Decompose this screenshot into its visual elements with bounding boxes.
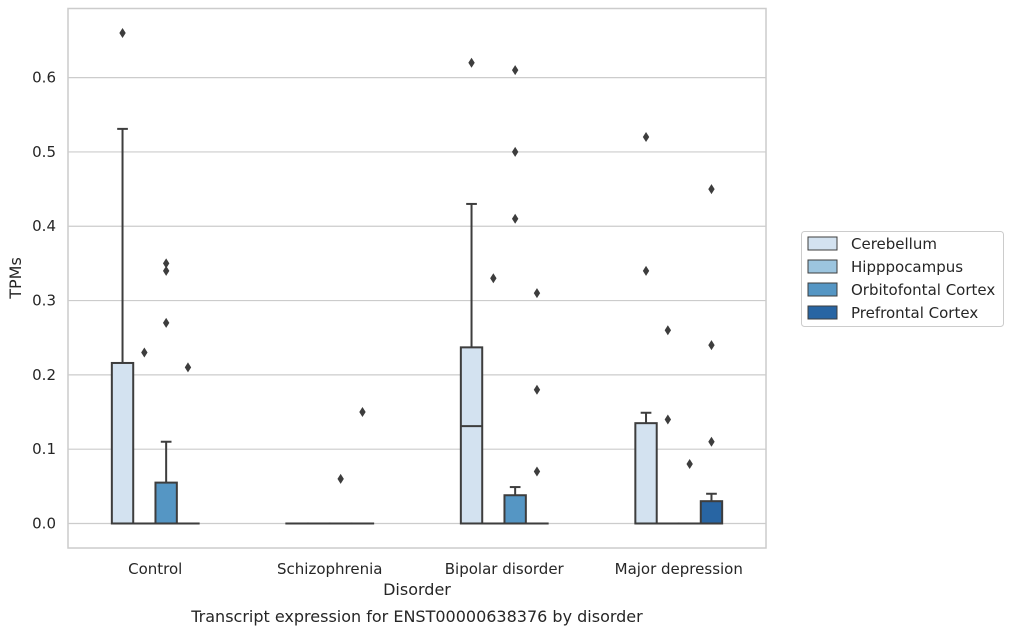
outlier-point <box>511 213 519 224</box>
box-body <box>110 361 135 525</box>
box-body <box>154 481 178 525</box>
outlier-point <box>642 132 650 143</box>
outlier-point <box>686 459 693 470</box>
x-tick-label: Bipolar disorder <box>445 560 565 578</box>
legend-swatch <box>807 305 838 320</box>
outlier-point <box>642 265 650 276</box>
legend-swatch <box>807 282 838 297</box>
outlier-point <box>337 473 344 484</box>
outlier-point <box>162 258 170 269</box>
box-prefrontal-cortex <box>350 407 375 525</box>
outlier-point <box>162 317 170 328</box>
legend-label: Hipppocampus <box>851 258 963 276</box>
outlier-point <box>708 436 715 447</box>
outlier-point <box>533 466 541 477</box>
legend-items: Cerebellum Hipppocampus Orbitofontal Corte… <box>807 235 995 322</box>
legend-label: Prefrontal Cortex <box>851 304 978 322</box>
box-cerebellum <box>634 132 658 525</box>
outlier-point <box>119 28 126 39</box>
outlier-point <box>162 265 170 276</box>
y-tick-label: 0.0 <box>32 514 56 532</box>
box-cerebellum <box>459 57 484 525</box>
legend-label: Orbitofontal Cortex <box>851 281 995 299</box>
box-prefrontal-cortex <box>525 288 549 525</box>
box-orbitofontal-cortex <box>503 65 527 525</box>
outlier-point <box>664 414 672 425</box>
x-tick-label: Control <box>128 560 182 578</box>
legend-swatch <box>807 236 838 251</box>
y-tick-label: 0.3 <box>32 292 56 310</box>
legend-frame <box>801 231 1004 327</box>
outlier-point <box>184 362 192 373</box>
x-tick-label: Schizophrenia <box>277 560 382 578</box>
x-tick-label: Major depression <box>615 560 743 578</box>
outlier-point <box>511 65 519 76</box>
outlier-point <box>141 347 148 358</box>
y-axis-title: TPMs <box>6 257 25 300</box>
outlier-point <box>359 407 366 418</box>
box-hipppocampus <box>132 347 157 525</box>
box-prefrontal-cortex <box>176 362 200 525</box>
outlier-point <box>468 57 475 68</box>
box-body <box>459 346 484 525</box>
box-orbitofontal-cortex <box>677 459 702 525</box>
outlier-point <box>511 146 519 157</box>
box-body <box>699 500 724 525</box>
box-prefrontal-cortex <box>699 184 724 525</box>
y-axis-ticks: 0.0 0.1 0.2 0.3 0.4 0.5 0.6 <box>32 69 56 533</box>
outlier-point <box>664 325 672 336</box>
outlier-point <box>533 288 541 299</box>
outlier-point <box>708 340 715 351</box>
box-orbitofontal-cortex <box>154 258 178 525</box>
legend-swatch <box>807 259 838 274</box>
plot-frame <box>67 7 767 549</box>
y-tick-label: 0.4 <box>32 217 56 235</box>
x-axis-title: Disorder <box>383 580 451 599</box>
legend: Cerebellum Hipppocampus Orbitofontal Corte… <box>801 231 1004 327</box>
box-cerebellum <box>110 28 135 525</box>
box-orbitofontal-cortex <box>328 473 353 525</box>
y-tick-label: 0.5 <box>32 143 56 161</box>
box-plot-area <box>110 28 724 525</box>
box-hipppocampus <box>481 273 506 525</box>
y-tick-label: 0.6 <box>32 69 56 87</box>
box-body <box>634 422 658 525</box>
outlier-point <box>708 184 715 195</box>
outlier-point <box>490 273 497 284</box>
x-axis-ticks: Control Schizophrenia Bipolar disorder Majo… <box>128 560 743 578</box>
box-hipppocampus <box>656 325 680 525</box>
outlier-point <box>533 384 541 395</box>
grid-lines <box>68 77 766 525</box>
y-tick-label: 0.2 <box>32 366 56 384</box>
y-tick-label: 0.1 <box>32 440 56 458</box>
box-body <box>503 494 527 525</box>
chart-caption: Transcript expression for ENST0000063837… <box>190 607 643 626</box>
legend-label: Cerebellum <box>851 235 937 253</box>
